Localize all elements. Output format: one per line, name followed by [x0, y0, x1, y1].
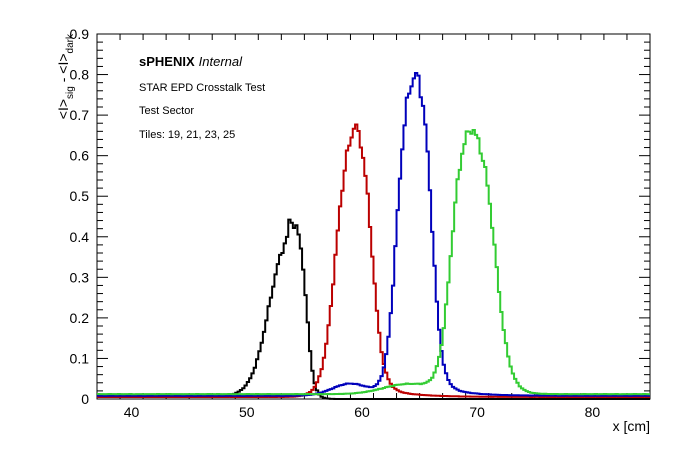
x-tick-label: 60 — [354, 404, 370, 420]
x-axis-tick-labels: 40 50 60 70 80 — [124, 404, 601, 420]
y-tick-label: 0.9 — [70, 26, 90, 42]
y-title-open: <I> — [55, 99, 71, 119]
x-tick-label: 40 — [124, 404, 140, 420]
y-tick-label: 0 — [81, 391, 89, 407]
x-tick-label: 50 — [239, 404, 255, 420]
annotation-experiment: sPHENIX Internal — [139, 54, 243, 69]
y-title-minus: - — [55, 74, 71, 86]
annotation-line1: STAR EPD Crosstalk Test — [139, 82, 265, 94]
annotation-line3: Tiles: 19, 21, 23, 25 — [139, 129, 235, 141]
y-tick-label: 0.7 — [70, 107, 90, 123]
y-tick-label: 0.5 — [70, 188, 90, 204]
y-tick-label: 0.3 — [70, 269, 90, 285]
y-axis-title: <I>sig - <I>dark — [55, 33, 76, 119]
y-tick-label: 0.2 — [70, 310, 90, 326]
y-tick-label: 0.1 — [70, 350, 90, 366]
series-group — [97, 72, 650, 400]
series-line-tile-23 — [97, 72, 650, 397]
y-axis-ticks — [97, 33, 650, 400]
y-title-close: <I> — [55, 53, 71, 73]
series-line-tile-25 — [97, 129, 650, 396]
y-axis-tick-labels: 0 0.1 0.2 0.3 0.4 0.5 0.6 0.7 0.8 0.9 — [70, 26, 90, 407]
experiment-label: sPHENIX — [139, 54, 195, 69]
y-title-sig-sub: sig — [65, 86, 76, 99]
annotation-line2: Test Sector — [139, 105, 194, 117]
y-tick-label: 0.8 — [70, 67, 90, 83]
y-tick-label: 0.6 — [70, 148, 90, 164]
series-line-tile-21 — [97, 123, 650, 399]
x-tick-label: 80 — [585, 404, 601, 420]
status-label: Internal — [199, 54, 243, 69]
y-tick-label: 0.4 — [70, 229, 90, 245]
y-title-dark-sub: dark — [65, 33, 76, 53]
series-line-tile-19 — [97, 218, 650, 400]
x-tick-label: 70 — [469, 404, 485, 420]
x-axis-title: x [cm] — [613, 418, 650, 434]
